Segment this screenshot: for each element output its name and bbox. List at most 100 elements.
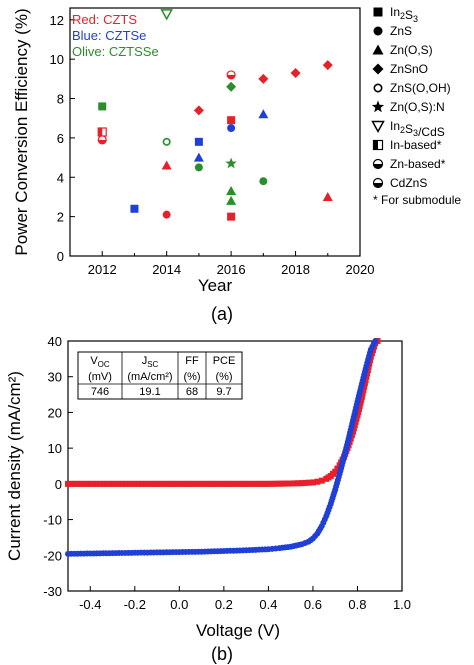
panel-a-y-tick-label: 8 (57, 92, 64, 107)
panel-b-point (358, 393, 365, 400)
panel-b-label: (b) (211, 644, 233, 664)
panel-b-point (306, 479, 313, 486)
panel-a-legend-label: Zn(O,S) (390, 43, 433, 57)
panel-b-point (71, 480, 78, 487)
panel-b-table-unit: (%) (183, 371, 200, 383)
panel-a-plot-frame (69, 7, 361, 257)
panel-b-table-header: JSC (142, 355, 159, 369)
panel-a-legend-label: In2S3/CdS (390, 119, 445, 139)
panel-b-table-header: VOC (90, 355, 110, 369)
panel-b-point (230, 480, 237, 487)
panel-a-y-tick-label: 6 (57, 131, 64, 146)
panel-a-point (194, 137, 203, 146)
panel-b-y-tick-label: 20 (48, 405, 62, 420)
panel-b-point (160, 480, 167, 487)
panel-b-chart: -0.4 -0.2 0.0 0.2 0.4 0.6 0.8 1.0 -30 -20 -10 0 10 20… (5, 334, 411, 664)
panel-b-point (298, 480, 305, 487)
panel-b-x-tick-label: -0.4 (79, 597, 101, 612)
panel-b-point (249, 480, 256, 487)
panel-b-point (106, 480, 113, 487)
panel-b-point (239, 480, 246, 487)
panel-b-point (169, 480, 176, 487)
panel-b-x-tick-label: 1.0 (393, 597, 411, 612)
panel-b-point (214, 480, 221, 487)
panel-b-point (287, 480, 294, 487)
panel-a-point (226, 70, 236, 80)
panel-b-point (265, 480, 272, 487)
panel-b-point (150, 480, 157, 487)
panel-a-y-tick-label: 12 (50, 13, 64, 28)
panel-a-point (193, 152, 204, 162)
panel-a-label: (a) (211, 304, 233, 324)
panel-b-point (99, 480, 106, 487)
panel-b-point (220, 480, 227, 487)
panel-a-point (226, 186, 237, 196)
panel-b-point (131, 480, 138, 487)
panel-b-point (103, 480, 110, 487)
panel-a-point (226, 81, 237, 92)
panel-a-color-key-item: Olive: CZTSSe (72, 44, 159, 59)
panel-b-point (295, 480, 302, 487)
panel-a-point (161, 160, 172, 170)
panel-b-point (208, 480, 215, 487)
panel-b-table-value: 9.7 (216, 386, 231, 398)
panel-b-xlabel: Voltage (V) (196, 621, 280, 640)
panel-b-ylabel: Current density (mA/cm²) (5, 371, 24, 561)
panel-b-point (259, 480, 266, 487)
panel-b-point (204, 480, 211, 487)
panel-b-point (332, 468, 339, 475)
panel-b-point (350, 425, 357, 432)
panel-a-y-tick-label: 4 (57, 170, 64, 185)
panel-b-x-tick-label: -0.2 (124, 597, 146, 612)
panel-b-point (185, 480, 192, 487)
panel-b-x-tick-label: 0.8 (348, 597, 366, 612)
panel-a-legend-label: CdZnS (390, 176, 427, 190)
panel-b-point (302, 479, 309, 486)
panel-b-point (309, 479, 316, 486)
panel-b-point (90, 480, 97, 487)
panel-a-legend-marker (372, 158, 384, 170)
panel-b-x-tick-label: 0.4 (259, 597, 277, 612)
panel-b-point (147, 480, 154, 487)
panel-a-legend-marker (372, 177, 384, 189)
panel-b-table-value: 746 (91, 386, 109, 398)
panel-a-point (98, 102, 107, 111)
panel-a-legend-marker (373, 83, 383, 93)
panel-b-point (351, 422, 358, 429)
panel-b-point (355, 409, 362, 416)
panel-b-x-tick-label: 0.0 (170, 597, 188, 612)
panel-a-color-key-item: Red: CZTS (72, 12, 137, 27)
panel-b-point (77, 480, 84, 487)
panel-a-point (193, 105, 204, 116)
panel-a-x-tick-label: 2016 (217, 262, 246, 277)
panel-b-y-tick-label: 40 (48, 334, 62, 349)
panel-a-point (226, 195, 237, 205)
panel-b-y-tick-label: 10 (48, 441, 62, 456)
panel-a-point (97, 127, 107, 137)
panel-a-point (225, 157, 237, 169)
panel-a-legend-marker (372, 44, 384, 55)
panel-b-point (157, 480, 164, 487)
panel-b-point (356, 403, 363, 409)
panel-b-point (173, 480, 180, 487)
panel-a-xlabel: Year (198, 276, 233, 295)
panel-b-point (217, 480, 224, 487)
panel-b-point (128, 480, 135, 487)
panel-b-point (119, 480, 126, 487)
panel-b-table-unit: (mA/cm²) (127, 371, 172, 383)
panel-a-legend-label: In2S3 (390, 5, 418, 24)
panel-b-point (262, 480, 269, 487)
panel-b-point (350, 428, 357, 435)
panel-b-point (274, 480, 281, 487)
panel-a-x-tick-label: 2012 (88, 262, 117, 277)
panel-b-point (334, 465, 341, 472)
panel-b-point (84, 480, 91, 487)
panel-a-legend-label: In-based* (390, 138, 442, 152)
panel-b-table-unit: (mV) (88, 371, 112, 383)
panel-b-y-tick-label: 30 (48, 370, 62, 385)
panel-a-color-key-item: Blue: CZTSe (72, 28, 146, 43)
panel-a-legend-marker (372, 63, 384, 75)
panel-b-series-1 (65, 338, 379, 557)
panel-a-x-tick-label: 2014 (152, 262, 181, 277)
panel-b-point (314, 478, 321, 485)
